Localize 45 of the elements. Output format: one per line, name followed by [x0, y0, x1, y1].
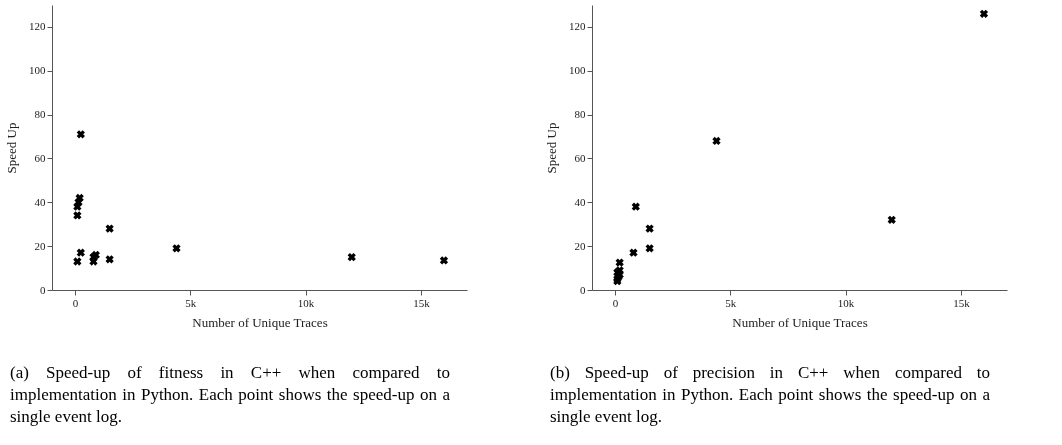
y-tick-label: 80 — [574, 108, 586, 121]
x-tick-label: 10k — [297, 296, 315, 309]
point — [631, 202, 640, 211]
y-tick-label: 100 — [569, 64, 586, 77]
point — [629, 248, 638, 257]
x-tick-label: 0 — [612, 296, 619, 309]
x-tick-label: 5k — [725, 296, 737, 309]
point — [73, 211, 82, 220]
y-tick-label: 60 — [34, 151, 46, 164]
point — [439, 256, 449, 265]
point — [645, 224, 654, 233]
x-tick-label: 0 — [72, 296, 79, 309]
point — [76, 248, 85, 257]
point — [105, 255, 114, 264]
y-tick-label: 40 — [34, 195, 46, 208]
y-tick-label: 20 — [574, 239, 586, 252]
point — [615, 258, 624, 267]
point — [105, 224, 114, 233]
x-axis-title: Number of Unique Traces — [732, 314, 868, 330]
y-tick-label: 120 — [29, 20, 46, 33]
point — [75, 193, 84, 203]
y-tick-label: 0 — [40, 283, 46, 296]
point — [73, 257, 82, 266]
x-tick-label: 10k — [837, 296, 855, 309]
point — [645, 244, 654, 253]
text: (b) Speed-up of precision in C++ when compared to implementation in Python. Each point shows the speed-up on a single event log. — [550, 362, 990, 428]
y-axis-title: Speed Up — [544, 122, 559, 174]
point — [76, 130, 85, 139]
x-tick-label: 5k — [185, 296, 197, 309]
point — [979, 9, 989, 18]
y-tick-label: 100 — [29, 64, 46, 77]
x-tick-label: 15k — [413, 296, 431, 309]
y-axis-title: Speed Up — [4, 122, 19, 174]
y-tick-label: 60 — [574, 151, 586, 164]
y-tick-label: 80 — [34, 108, 46, 121]
point — [347, 252, 356, 262]
text: (a) Speed-up of fitness in C++ when compared to implementation in Python. Each point shows the speed-up on a single event log. — [10, 362, 450, 428]
point — [887, 215, 896, 224]
point — [172, 244, 181, 253]
y-tick-label: 120 — [569, 20, 586, 33]
x-axis-title: Number of Unique Traces — [192, 314, 328, 330]
y-tick-label: 0 — [580, 283, 586, 296]
x-tick-label: 15k — [953, 296, 971, 309]
y-tick-label: 20 — [34, 239, 46, 252]
y-tick-label: 40 — [574, 195, 586, 208]
